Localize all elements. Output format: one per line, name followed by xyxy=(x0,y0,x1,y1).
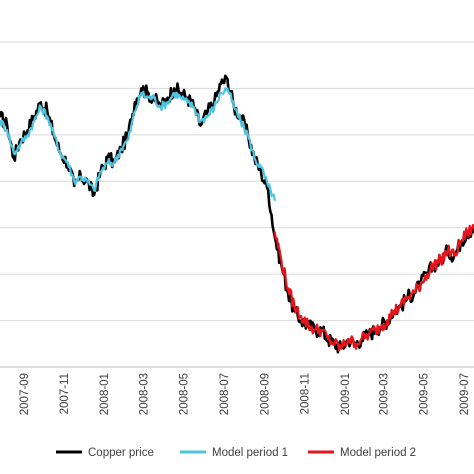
x-tick-label-2008-09: 2008-09 xyxy=(260,373,272,415)
legend: Copper price Model period 1 Model period 2 xyxy=(56,447,416,459)
series-lines xyxy=(0,74,474,354)
x-tick-label-2009-03: 2009-03 xyxy=(379,373,391,415)
x-tick-label-2007-09: 2007-09 xyxy=(19,373,31,415)
series-line-model-period-2 xyxy=(273,223,474,352)
x-tick-label-2009-05: 2009-05 xyxy=(419,373,431,415)
x-tick-label-2008-07: 2008-07 xyxy=(219,373,231,415)
x-tick-label-2008-11: 2008-11 xyxy=(300,373,312,414)
series-line-copper-price xyxy=(0,74,474,354)
legend-label-model-period-2: Model period 2 xyxy=(340,447,416,459)
legend-label-copper-price: Copper price xyxy=(88,447,154,459)
x-tick-label-2009-07: 2009-07 xyxy=(459,373,471,415)
gridlines xyxy=(0,41,474,368)
x-tick-label-2008-01: 2008-01 xyxy=(99,373,111,415)
x-axis-tick-labels: 2007-09 2007-11 2008-01 2008-03 2008-05 2008-… xyxy=(19,373,471,415)
legend-label-model-period-1: Model period 1 xyxy=(212,447,288,459)
x-tick-label-2009-01: 2009-01 xyxy=(340,373,352,415)
series-line-model-period-1 xyxy=(0,87,276,201)
x-tick-label-2008-03: 2008-03 xyxy=(139,373,151,415)
x-tick-label-2008-05: 2008-05 xyxy=(179,373,191,415)
x-tick-label-2007-11: 2007-11 xyxy=(59,373,71,414)
